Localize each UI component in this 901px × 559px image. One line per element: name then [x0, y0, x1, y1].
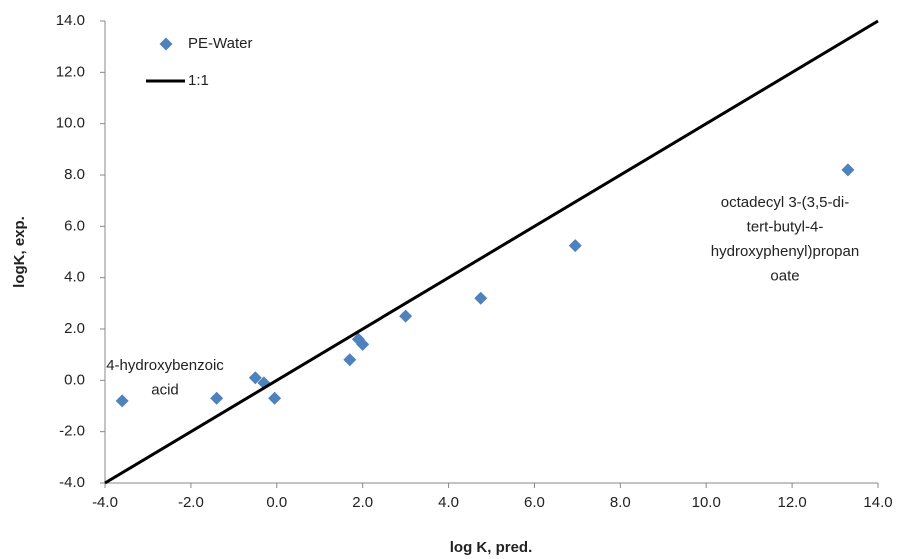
- y-tick-label: 2.0: [64, 320, 85, 337]
- x-tick-label: -2.0: [178, 494, 204, 511]
- y-tick-label: 4.0: [64, 269, 85, 286]
- y-tick-label: 8.0: [64, 166, 85, 183]
- data-point: [356, 337, 370, 351]
- data-point: [474, 291, 488, 305]
- data-point: [399, 309, 413, 323]
- y-tick-label: -2.0: [59, 423, 85, 440]
- y-tick-label: -4.0: [59, 474, 85, 491]
- x-tick-label: 0.0: [266, 494, 287, 511]
- annotation: octadecyl 3-(3,5-di-: [721, 194, 849, 211]
- annotation: hydroxyphenyl)propan: [711, 243, 859, 260]
- x-tick-label: 4.0: [438, 494, 459, 511]
- x-tick-label: -4.0: [92, 494, 118, 511]
- x-tick-label: 12.0: [778, 494, 807, 511]
- annotation: oate: [770, 267, 799, 284]
- data-point: [248, 371, 262, 385]
- annotation: acid: [151, 381, 179, 398]
- data-point: [841, 163, 855, 177]
- legend-label: PE-Water: [188, 35, 252, 52]
- data-point: [568, 239, 582, 253]
- y-axis-title: logK, exp.: [11, 216, 28, 288]
- data-point: [210, 391, 224, 405]
- data-point: [343, 353, 357, 367]
- annotation: tert-butyl-4-: [747, 218, 824, 235]
- y-tick-label: 10.0: [56, 115, 85, 132]
- y-tick-label: 0.0: [64, 371, 85, 388]
- x-tick-label: 8.0: [610, 494, 631, 511]
- data-point: [115, 394, 129, 408]
- legend-label: 1:1: [188, 72, 209, 89]
- x-tick-label: 2.0: [352, 494, 373, 511]
- data-point: [268, 391, 282, 405]
- x-tick-label: 6.0: [524, 494, 545, 511]
- x-axis-title: log K, pred.: [450, 539, 533, 556]
- annotation: 4-hydroxybenzoic: [106, 357, 224, 374]
- legend-marker: [159, 37, 173, 51]
- x-tick-label: 10.0: [692, 494, 721, 511]
- y-tick-label: 6.0: [64, 217, 85, 234]
- line: [104, 19, 879, 485]
- x-tick-label: 14.0: [863, 494, 892, 511]
- y-tick-label: 14.0: [56, 12, 85, 29]
- y-tick-label: 12.0: [56, 63, 85, 80]
